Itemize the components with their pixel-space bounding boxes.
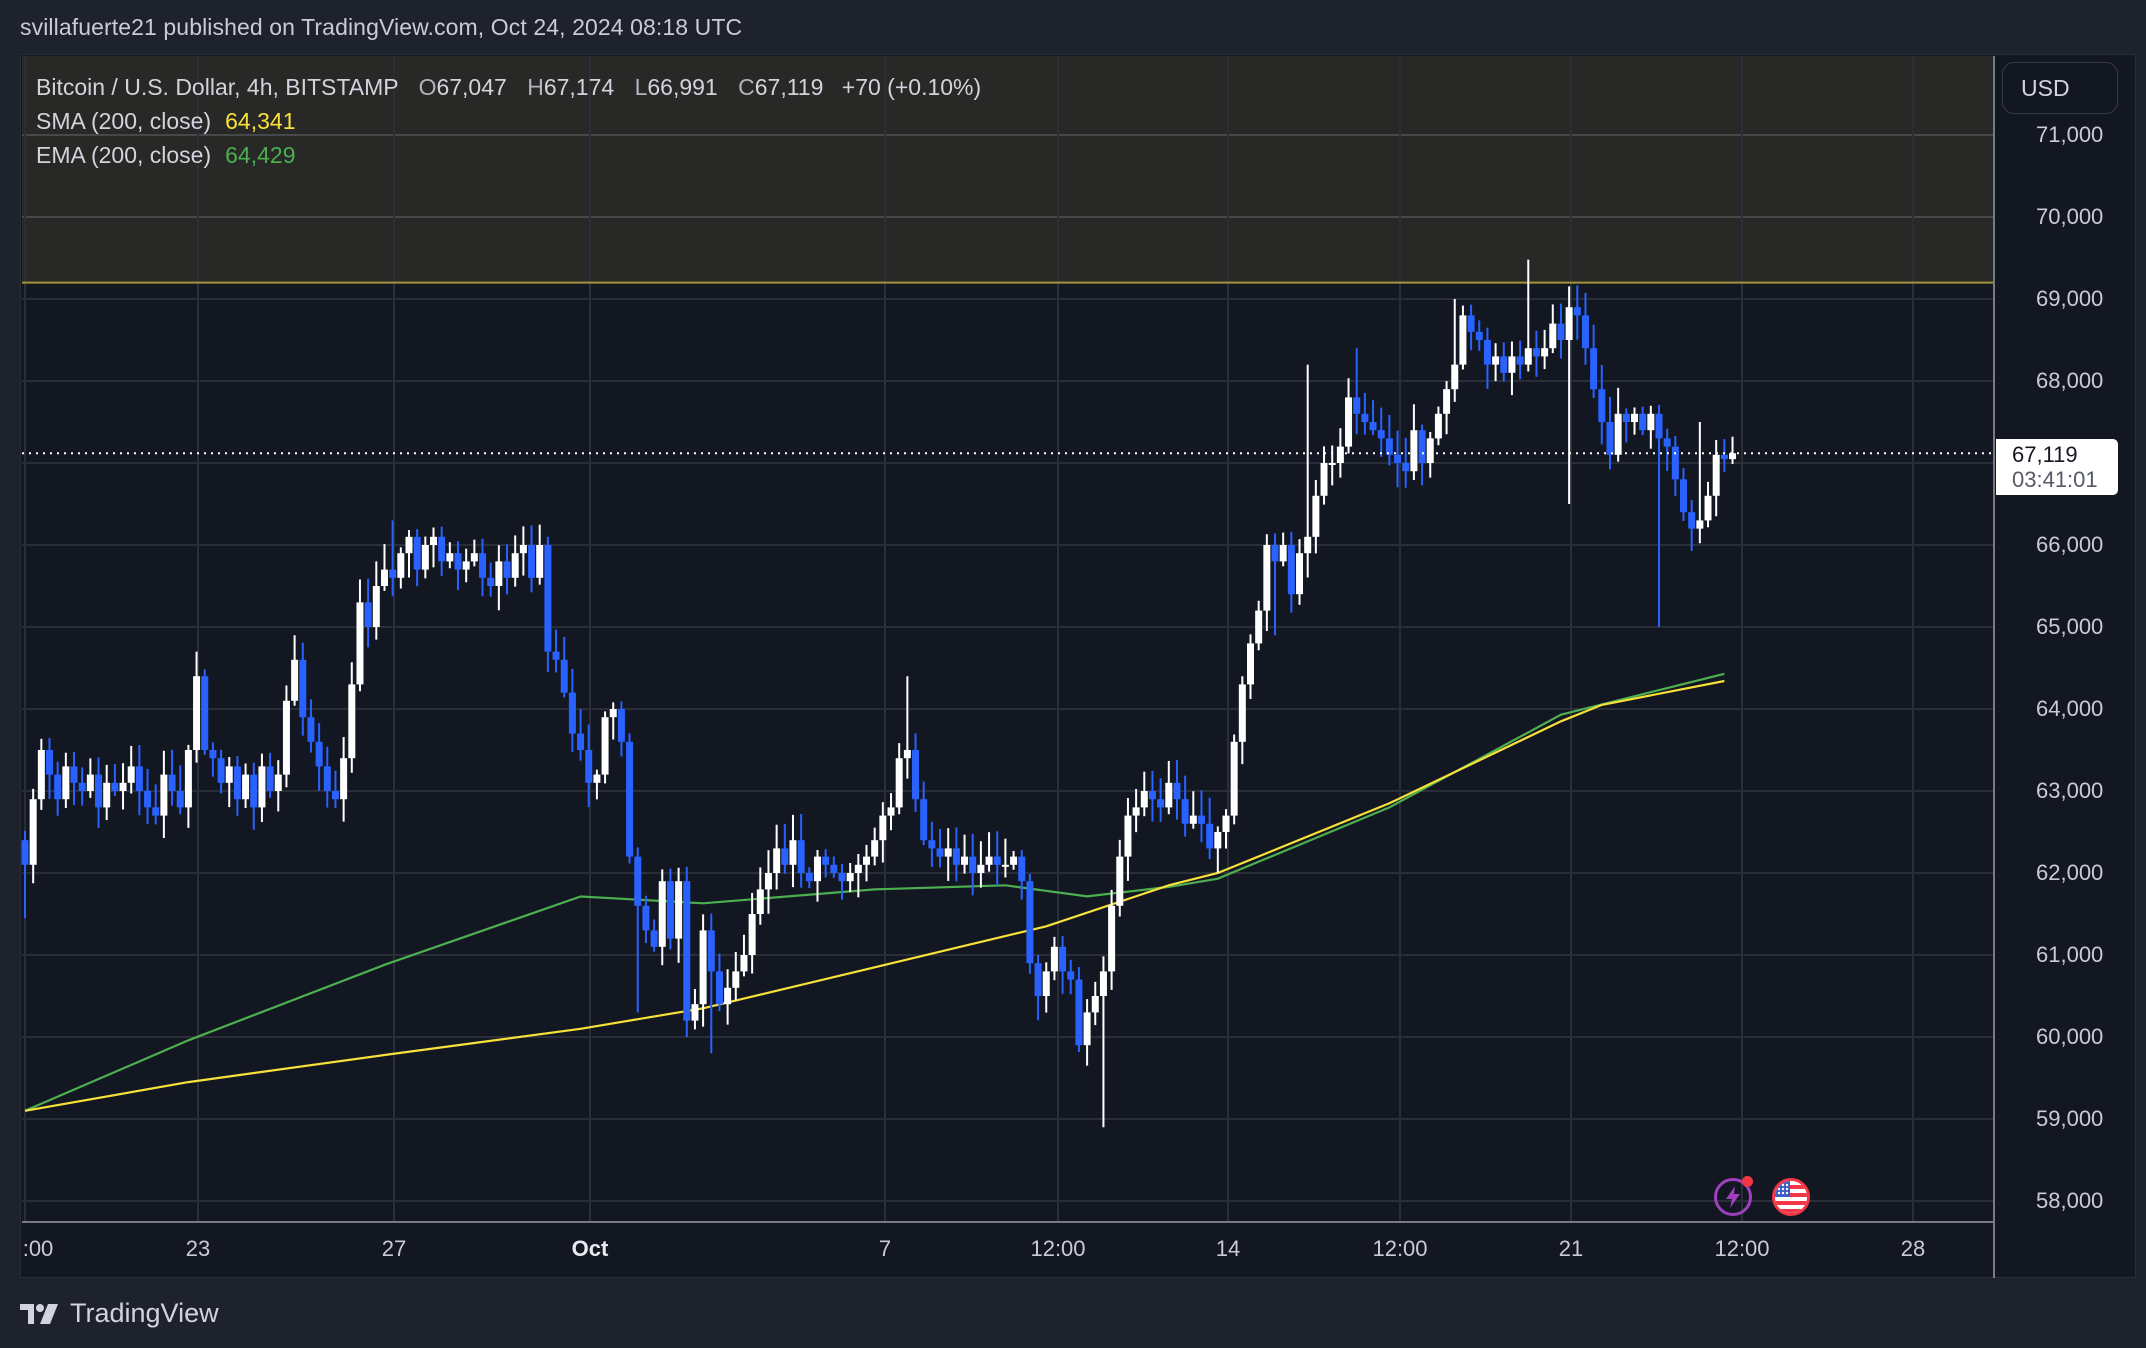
close-value: 67,119: [754, 74, 824, 100]
currency-button[interactable]: USD: [2002, 62, 2118, 114]
price-tick-label: 59,000: [2036, 1106, 2104, 1131]
tradingview-logo-icon: [20, 1303, 58, 1324]
time-tick-label: 12:00: [1030, 1236, 1086, 1261]
symbol-ohlc-row: Bitcoin / U.S. Dollar, 4h, BITSTAMP O67,…: [36, 70, 981, 104]
tradingview-logo[interactable]: TradingView: [20, 1298, 219, 1329]
change-value: +70 (+0.10%): [841, 74, 982, 100]
resistance-zone: [22, 56, 1994, 283]
price-tick-label: 61,000: [2036, 942, 2104, 967]
publish-info: svillafuerte21 published on TradingView.…: [20, 14, 743, 40]
low-value: 66,991: [647, 74, 718, 100]
price-tick-label: 63,000: [2036, 778, 2104, 803]
sma-legend-row[interactable]: SMA (200, close) 64,341: [36, 104, 981, 138]
price-tick-label: 71,000: [2036, 122, 2104, 147]
price-tick-label: 70,000: [2036, 204, 2104, 229]
open-key: O: [418, 74, 437, 100]
time-tick-label: 12:00: [1714, 1236, 1770, 1261]
price-tick-label: 65,000: [2036, 614, 2104, 639]
high-value: 67,174: [543, 74, 615, 100]
price-tick-label: 66,000: [2036, 532, 2104, 557]
price-tick-label: 68,000: [2036, 368, 2104, 393]
close-key: C: [738, 74, 755, 100]
time-tick-label: 28: [1900, 1236, 1926, 1261]
time-tick-label: Oct: [571, 1236, 609, 1261]
time-tick-label: 14: [1215, 1236, 1241, 1261]
high-key: H: [527, 74, 544, 100]
low-key: L: [634, 74, 648, 100]
bar-countdown: 03:41:01: [2012, 467, 2098, 492]
chart-legend: Bitcoin / U.S. Dollar, 4h, BITSTAMP O67,…: [36, 70, 981, 172]
sma-200-line: [24, 679, 1725, 1112]
time-tick-label: 27: [381, 1236, 407, 1261]
price-tick-label: 64,000: [2036, 696, 2104, 721]
price-tick-label: 60,000: [2036, 1024, 2104, 1049]
sma-value: 64,341: [225, 108, 296, 134]
time-tick-label: :00: [22, 1236, 54, 1261]
ema-value: 64,429: [225, 142, 296, 168]
lightning-event-icon[interactable]: [1714, 1176, 1753, 1216]
price-tick-label: 58,000: [2036, 1188, 2104, 1213]
time-tick-label: 7: [878, 1236, 892, 1261]
candles: [21, 259, 1737, 1128]
sma-label: SMA (200, close): [36, 108, 212, 134]
ema-legend-row[interactable]: EMA (200, close) 64,429: [36, 138, 981, 172]
open-value: 67,047: [436, 74, 507, 100]
symbol-title[interactable]: Bitcoin / U.S. Dollar, 4h, BITSTAMP: [36, 74, 399, 100]
last-price-value: 67,119: [2012, 442, 2078, 467]
price-tick-label: 69,000: [2036, 286, 2104, 311]
last-price-label: 67,119 03:41:01: [1996, 439, 2118, 495]
brand-name: TradingView: [70, 1298, 219, 1328]
ema-label: EMA (200, close): [36, 142, 212, 168]
ema-200-line: [24, 672, 1725, 1112]
notification-dot: [1742, 1176, 1753, 1187]
time-tick-label: 12:00: [1372, 1236, 1428, 1261]
price-tick-label: 62,000: [2036, 860, 2104, 885]
time-tick-label: 21: [1558, 1236, 1584, 1261]
time-tick-label: 23: [185, 1236, 211, 1261]
us-flag-event-icon[interactable]: [1772, 1178, 1810, 1216]
